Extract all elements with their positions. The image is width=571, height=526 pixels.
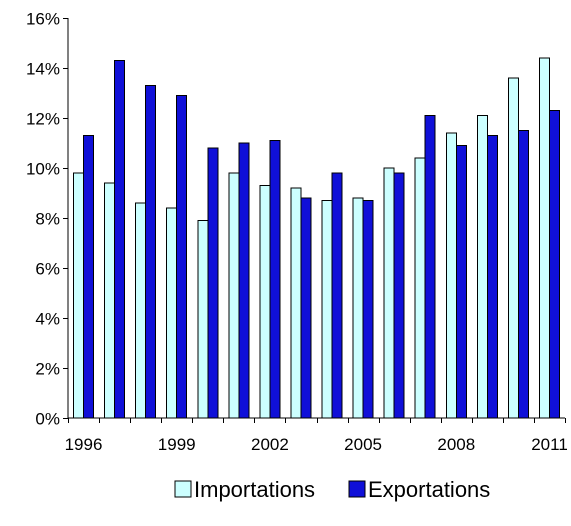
bar-exportations-1999 bbox=[176, 95, 188, 419]
bar-exportations-2007 bbox=[424, 115, 436, 419]
bar-importations-1996 bbox=[73, 172, 84, 419]
y-tick-label: 16% bbox=[26, 10, 60, 29]
x-tick-label: 1996 bbox=[65, 435, 103, 454]
bar-importations-2004 bbox=[321, 200, 333, 419]
bar-importations-2002 bbox=[259, 185, 271, 419]
bar-importations-2008 bbox=[445, 132, 457, 419]
x-tick-label: 2011 bbox=[531, 435, 568, 454]
bar-importations-2001 bbox=[228, 172, 240, 419]
x-tick-label: 2008 bbox=[437, 435, 475, 454]
bar-exportations-2005 bbox=[362, 200, 374, 419]
bars-layer bbox=[73, 57, 560, 419]
legend-swatch-importations bbox=[174, 480, 192, 498]
y-tick-label: 14% bbox=[26, 60, 60, 79]
bar-exportations-2000 bbox=[207, 147, 219, 419]
legend-label-exportations: Exportations bbox=[368, 477, 490, 502]
axes-layer bbox=[63, 18, 566, 423]
bar-exportations-2008 bbox=[455, 145, 467, 419]
y-tick-label: 8% bbox=[35, 210, 60, 229]
y-tick-label: 4% bbox=[35, 310, 60, 329]
bar-exportations-2004 bbox=[331, 172, 343, 419]
x-tick-label: 2002 bbox=[251, 435, 289, 454]
y-tick-label: 6% bbox=[35, 260, 60, 279]
bar-importations-2006 bbox=[383, 167, 395, 419]
y-tick-label: 0% bbox=[35, 410, 60, 429]
y-tick-label: 12% bbox=[26, 110, 60, 129]
labels-layer: 0% 2% 4% 6% 8% 10% 12% 14% 16% 1996 1999 2002 2005 20… bbox=[26, 10, 568, 455]
bar-importations-2010 bbox=[507, 77, 519, 419]
bar-importations-2009 bbox=[476, 115, 488, 419]
bar-importations-1998 bbox=[135, 202, 147, 419]
bar-importations-2011 bbox=[539, 57, 550, 419]
y-tick-label: 10% bbox=[26, 160, 60, 179]
x-tick-label: 2005 bbox=[344, 435, 382, 454]
bar-exportations-1997 bbox=[114, 60, 126, 419]
bar-importations-2007 bbox=[414, 157, 426, 419]
bar-exportations-2009 bbox=[486, 135, 498, 419]
legend: Importations Exportations bbox=[174, 477, 490, 502]
legend-swatch-exportations bbox=[348, 480, 366, 498]
bar-exportations-1996 bbox=[83, 135, 94, 419]
bar-exportations-1998 bbox=[145, 85, 157, 419]
x-tick-label: 1999 bbox=[158, 435, 196, 454]
y-tick-label: 2% bbox=[35, 360, 60, 379]
bar-exportations-2011 bbox=[549, 110, 560, 419]
legend-label-importations: Importations bbox=[194, 477, 315, 502]
bar-importations-2003 bbox=[290, 187, 302, 419]
bar-importations-2005 bbox=[352, 197, 364, 419]
bar-exportations-2001 bbox=[238, 142, 250, 419]
bar-importations-2000 bbox=[197, 220, 209, 419]
bar-exportations-2010 bbox=[517, 130, 529, 419]
bar-importations-1999 bbox=[166, 207, 178, 419]
bar-exportations-2003 bbox=[300, 197, 312, 419]
bar-exportations-2006 bbox=[393, 172, 405, 419]
bar-importations-1997 bbox=[104, 182, 116, 419]
bar-exportations-2002 bbox=[269, 140, 281, 419]
